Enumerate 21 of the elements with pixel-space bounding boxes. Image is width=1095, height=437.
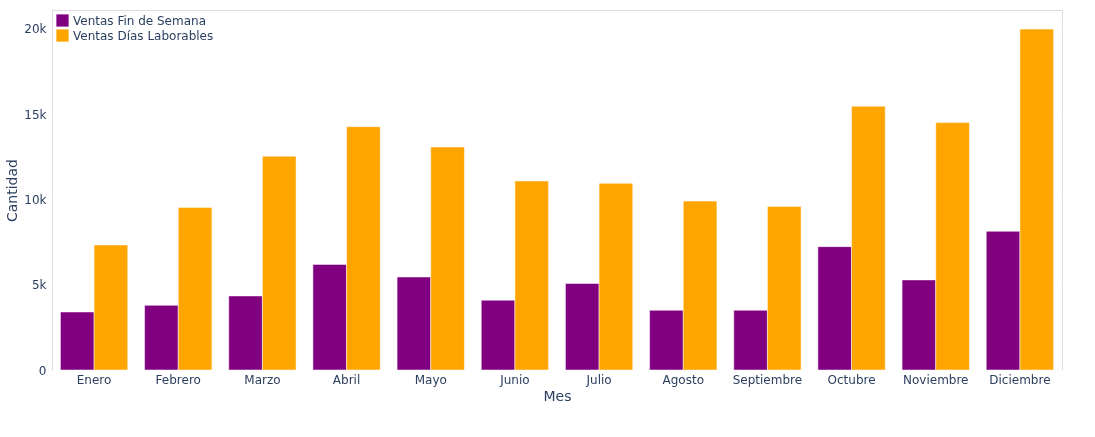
x-tick-label: Julio [585,372,612,387]
x-tick-label: Diciembre [989,372,1051,387]
x-tick-label: Septiembre [732,372,803,387]
y-tick-label: 0 [38,363,47,378]
x-tick-label: Abril [332,372,361,387]
y-tick-label: 10k [24,192,47,207]
x-tick-label: Mayo [414,372,447,387]
x-tick-label: Junio [499,372,530,387]
y-tick-label: 15k [24,107,47,122]
legend-label: Ventas Fin de Semana [73,13,206,28]
x-tick-label: Febrero [155,372,201,387]
y-tick-label: 20k [24,22,47,37]
x-tick-label: Noviembre [903,372,969,387]
y-tick-label: 5k [31,278,47,293]
y-axis-title: Cantidad [4,159,21,222]
x-tick-label: Agosto [662,372,704,387]
x-tick-label: Octubre [827,372,876,387]
x-axis-title: Mes [543,387,572,404]
legend-label: Ventas Días Laborables [73,28,214,43]
x-tick-label: Marzo [244,372,281,387]
x-tick-label: Enero [76,372,112,387]
